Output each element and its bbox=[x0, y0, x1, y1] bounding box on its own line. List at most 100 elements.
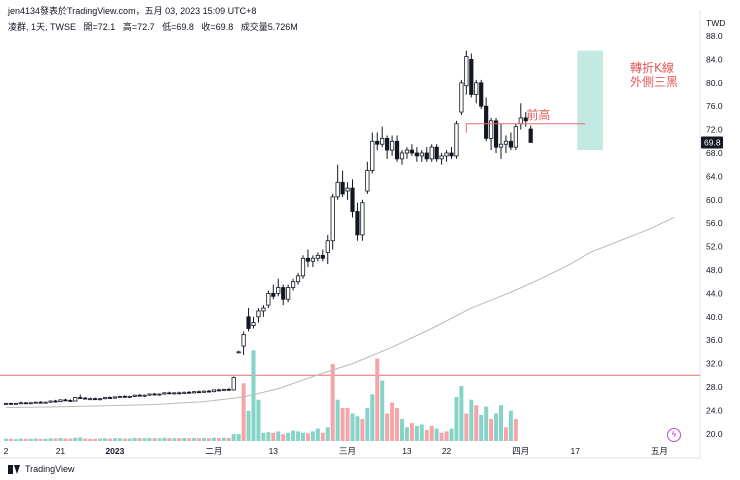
x-tick-label: 21 bbox=[56, 446, 66, 456]
volume-bar bbox=[484, 406, 489, 441]
candle-body bbox=[310, 257, 316, 262]
candle-body bbox=[152, 393, 157, 396]
volume-bar bbox=[281, 434, 286, 441]
candle-body bbox=[53, 400, 58, 403]
y-tick-label: 60.0 bbox=[706, 195, 723, 205]
candle-body bbox=[365, 170, 370, 192]
volume-bar bbox=[296, 431, 301, 441]
candle-body bbox=[464, 56, 469, 87]
last-price-tag-label: 69.8 bbox=[704, 137, 721, 147]
candle-body bbox=[236, 351, 241, 354]
candle-body bbox=[394, 140, 400, 160]
volume-bar bbox=[370, 394, 375, 441]
moving-average-line bbox=[5, 216, 675, 408]
candle-body bbox=[488, 120, 494, 139]
volume-bar bbox=[494, 413, 499, 441]
x-tick-label: 17 bbox=[571, 446, 581, 456]
volume-bar bbox=[53, 438, 58, 441]
previous-high-line bbox=[465, 123, 586, 133]
candle-body bbox=[295, 275, 301, 283]
candle-body bbox=[127, 395, 132, 398]
candle-body bbox=[370, 140, 375, 171]
candle-body bbox=[503, 140, 509, 145]
candle-body bbox=[73, 397, 78, 402]
candle-body bbox=[300, 257, 306, 277]
candle-body bbox=[107, 397, 113, 399]
volume-bar bbox=[429, 425, 434, 441]
volume-bar bbox=[83, 438, 88, 441]
x-tick-label: 二月 bbox=[205, 446, 222, 456]
volume-bar bbox=[414, 425, 419, 441]
candle-body bbox=[246, 316, 251, 329]
volume-bar bbox=[192, 437, 197, 441]
candle-body bbox=[375, 140, 380, 145]
volume-bar bbox=[8, 438, 13, 441]
candle-body bbox=[177, 392, 182, 395]
candle-body bbox=[102, 397, 108, 400]
candle-body bbox=[68, 400, 73, 402]
candle-body bbox=[335, 181, 340, 198]
volume-bar bbox=[43, 438, 48, 441]
y-tick-label: 84.0 bbox=[706, 54, 723, 64]
volume-bar bbox=[211, 437, 216, 441]
candle-body bbox=[43, 401, 48, 404]
candle-body bbox=[276, 287, 281, 294]
volume-bar bbox=[454, 397, 459, 441]
lightning-icon[interactable]: ϟ bbox=[667, 428, 681, 442]
volume-bar bbox=[202, 437, 206, 441]
x-tick-label: 四月 bbox=[512, 446, 529, 456]
footer: TradingView bbox=[8, 464, 75, 474]
y-tick-label: 32.0 bbox=[706, 359, 723, 369]
candle-body bbox=[206, 390, 212, 393]
candle-body bbox=[58, 399, 63, 403]
candle-body bbox=[528, 128, 533, 143]
volume-bar bbox=[266, 432, 271, 441]
volume-bar bbox=[335, 399, 340, 441]
volume-bar bbox=[132, 437, 137, 441]
candle-body bbox=[399, 152, 405, 160]
candle-body bbox=[142, 394, 147, 397]
candle-body bbox=[340, 181, 345, 195]
x-tick-label: 2 bbox=[4, 446, 9, 456]
volume-bar bbox=[395, 408, 400, 441]
volume-bar bbox=[122, 438, 127, 441]
ohlc-header: 凌群, 1天, TWSE 開=72.1 高=72.7 低=69.8 收=69.8… bbox=[8, 20, 303, 33]
candle-body bbox=[389, 140, 395, 151]
volume-bar bbox=[13, 439, 18, 441]
volume-bar bbox=[182, 437, 187, 441]
annotation-reversal-candle: 轉折K線 bbox=[630, 60, 674, 75]
candle-body bbox=[261, 307, 266, 312]
volume-bar bbox=[251, 350, 256, 441]
published-text: jen4134發表於TradingView.com，五月 03, 2023 15… bbox=[8, 6, 257, 16]
volume-bar bbox=[305, 433, 310, 441]
volume-bar bbox=[206, 438, 211, 441]
volume-bar bbox=[256, 399, 261, 441]
volume-bar bbox=[499, 405, 503, 441]
volume-bar bbox=[58, 437, 63, 441]
candle-body bbox=[167, 392, 172, 395]
candle-body bbox=[429, 146, 434, 160]
highlight-box bbox=[577, 50, 603, 151]
volume-bar bbox=[310, 431, 315, 441]
footer-brand: TradingView bbox=[25, 464, 75, 474]
annotation-previous-high: 前高 bbox=[526, 107, 550, 122]
candle-body bbox=[211, 389, 216, 393]
volume-bar bbox=[162, 437, 167, 441]
volume-bar bbox=[187, 438, 192, 441]
candle-body bbox=[88, 398, 93, 401]
candle-body bbox=[484, 105, 489, 139]
x-tick-label: 13 bbox=[269, 446, 279, 456]
y-tick-label: 20.0 bbox=[706, 429, 723, 439]
volume-bar bbox=[464, 413, 469, 441]
volume-bar bbox=[474, 405, 479, 441]
candle-body bbox=[414, 152, 419, 157]
volume-bar bbox=[157, 438, 162, 441]
volume-bar bbox=[355, 416, 360, 441]
y-tick-label: 56.0 bbox=[706, 218, 723, 228]
candle-body bbox=[281, 287, 286, 300]
volume-bar bbox=[216, 437, 221, 441]
volume-bar bbox=[360, 419, 365, 441]
candle-body bbox=[286, 287, 291, 300]
volume-bar bbox=[98, 438, 103, 441]
